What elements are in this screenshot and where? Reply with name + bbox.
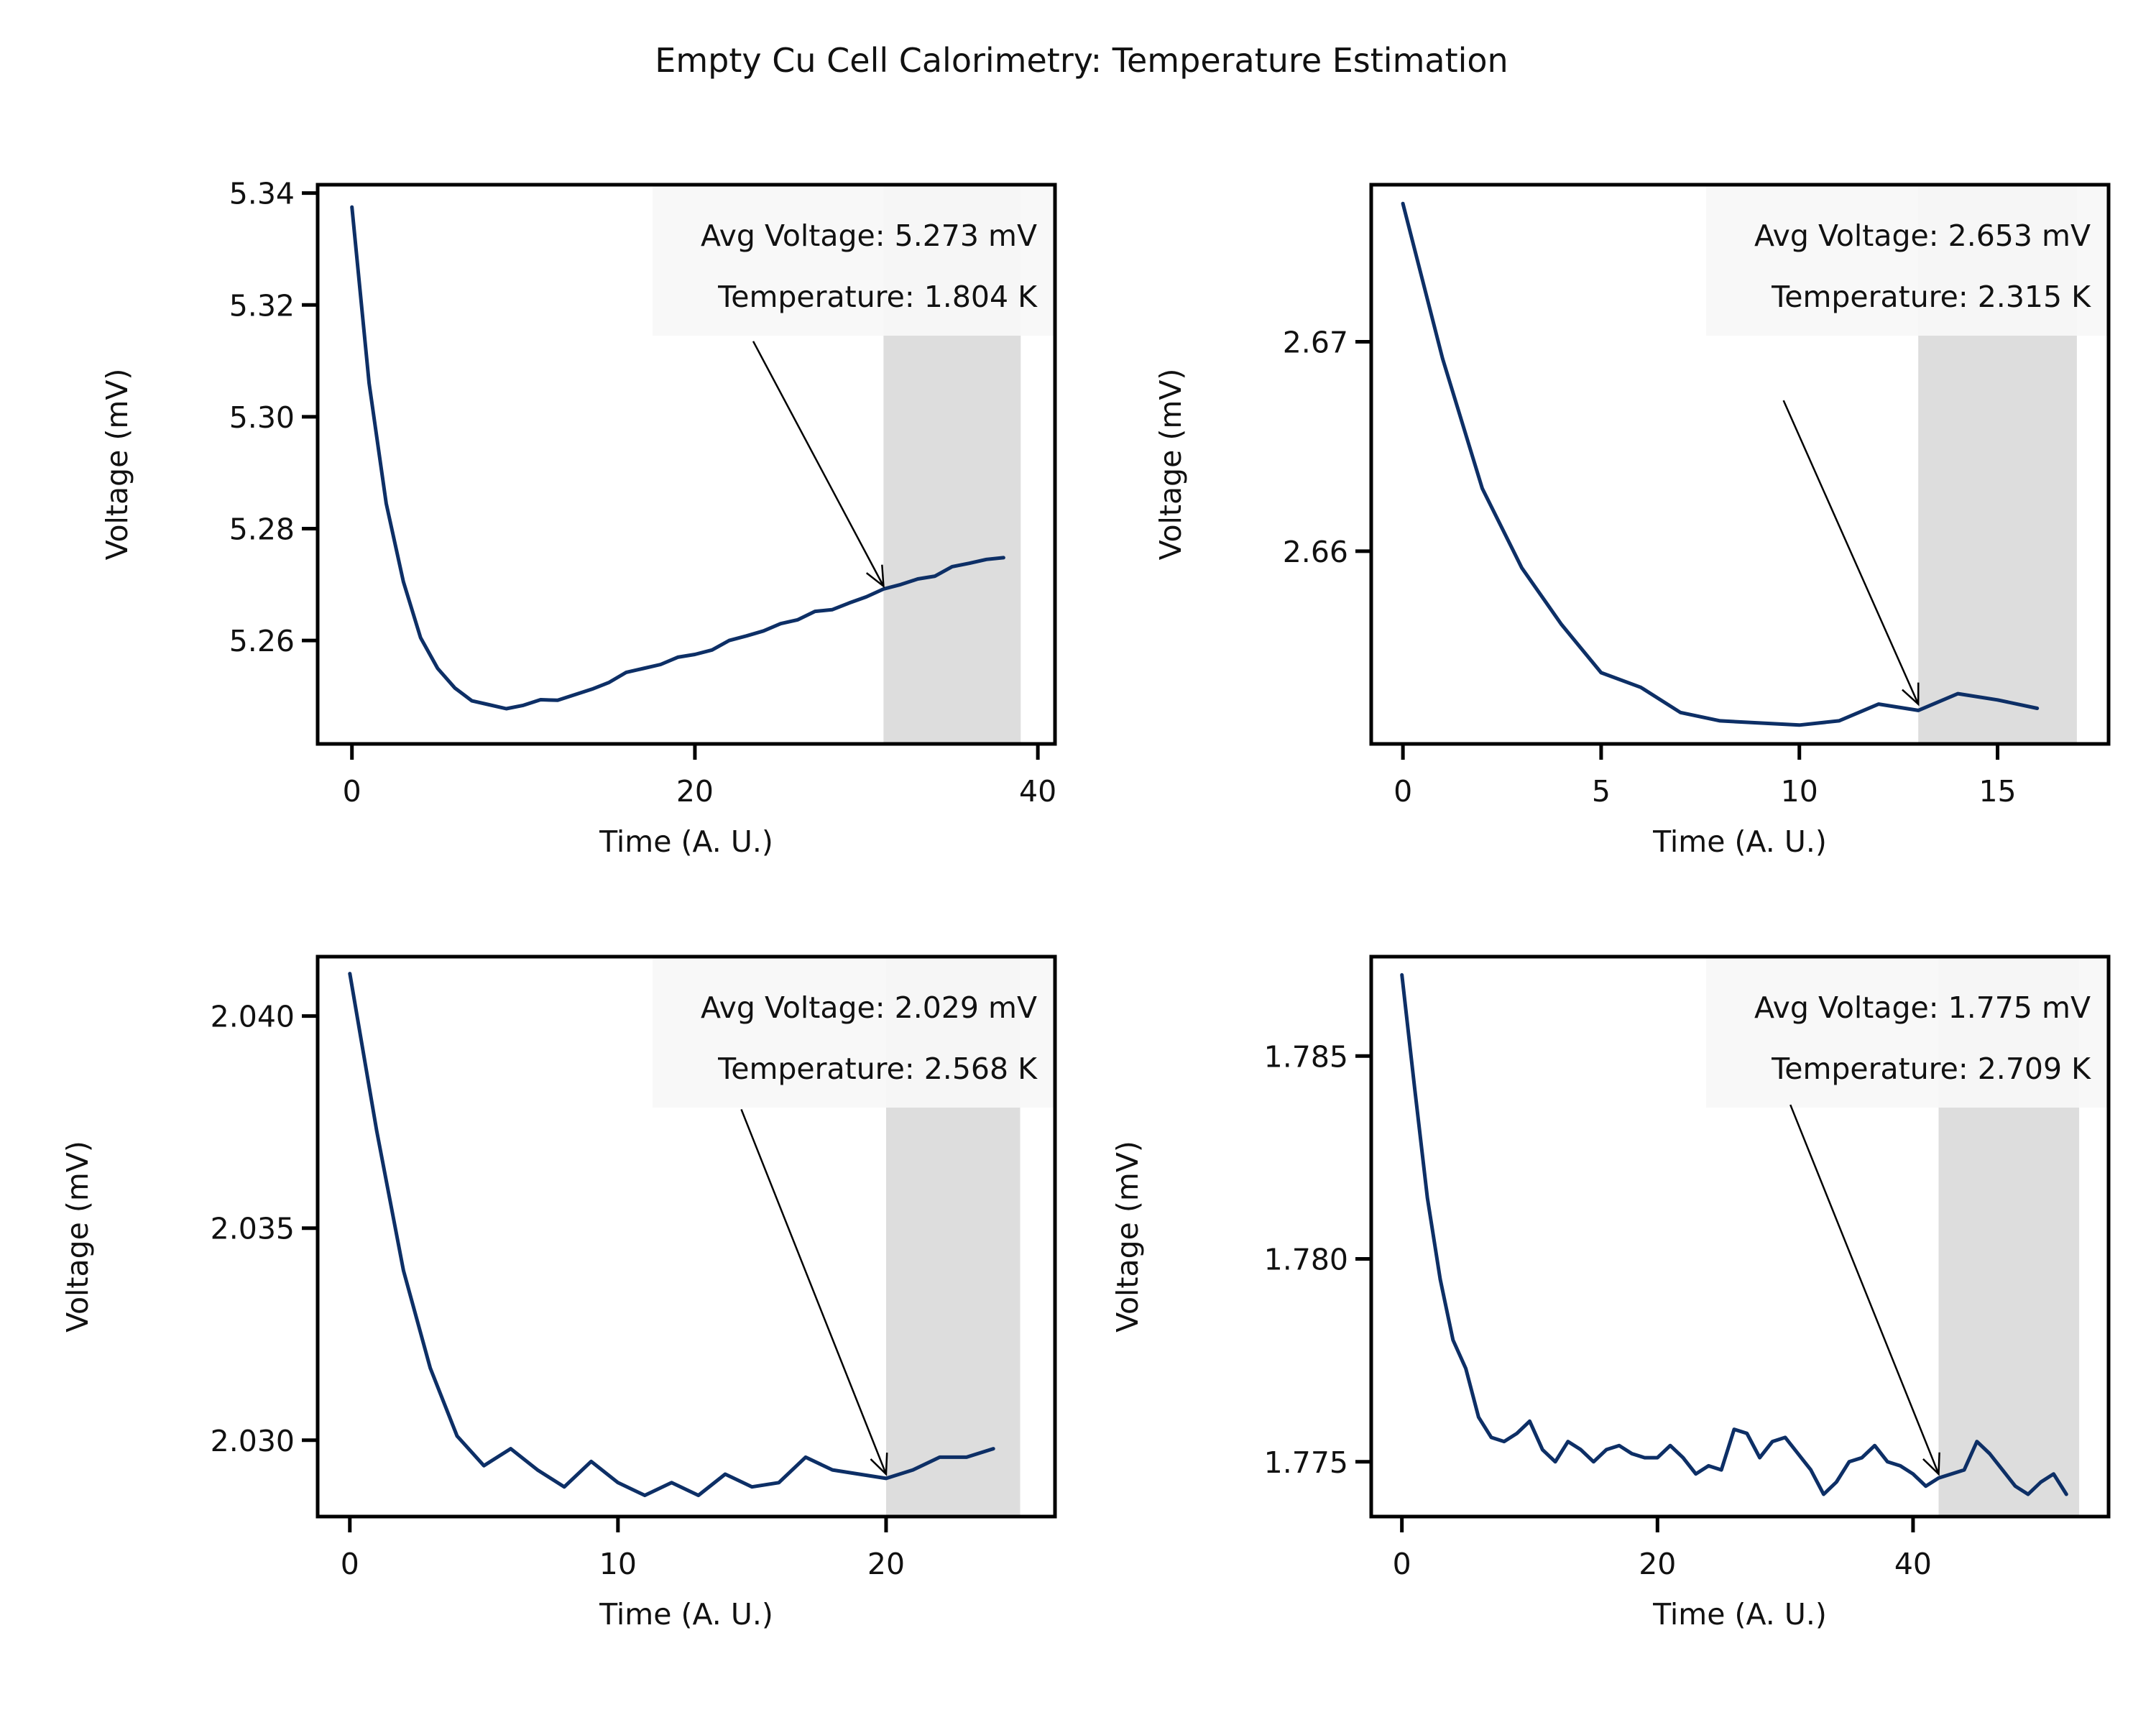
- chart-1-ytick-label: 5.26: [229, 624, 295, 658]
- chart-4-xtick-label: 20: [1639, 1547, 1676, 1581]
- chart-4-xtick-label: 0: [1393, 1547, 1411, 1581]
- chart-1-plot-area: [350, 185, 1055, 744]
- chart-4-ytick-label: 1.780: [1264, 1243, 1348, 1277]
- chart-3-axes: Avg Voltage: 2.029 mV Temperature: 2.568 …: [60, 954, 1057, 1632]
- chart-1-annotation-arrowhead: [865, 564, 885, 589]
- chart-2-annotation-box: [1706, 185, 2109, 336]
- chart-1-annotation-line2: Temperature: 1.804 K: [717, 280, 1038, 314]
- chart-1-ytick-label: 5.34: [229, 177, 295, 211]
- chart-3-annotation-line2: Temperature: 2.568 K: [717, 1052, 1038, 1086]
- chart-2-ytick-label: 2.67: [1283, 326, 1348, 360]
- chart-1-ytick-label: 5.30: [229, 400, 295, 435]
- chart-4-axes: Avg Voltage: 1.775 mV Temperature: 2.709 …: [1110, 954, 2111, 1632]
- chart-1-annotation-arrow: [752, 341, 885, 587]
- chart-3-annotation-arrowhead: [870, 1452, 888, 1476]
- chart-3-xlabel: Time (A. U.): [599, 1597, 773, 1632]
- chart-3-frame: [315, 954, 1057, 1519]
- chart-3-xtick-label: 20: [867, 1547, 905, 1581]
- chart-3-series-line: [348, 972, 995, 1497]
- chart-2-xtick-label: 10: [1781, 774, 1818, 809]
- chart-1-xlabel: Time (A. U.): [599, 824, 773, 859]
- chart-4-ytick-label: 1.775: [1264, 1445, 1348, 1480]
- chart-1-xtick-label: 0: [343, 774, 361, 809]
- chart-4-xlabel: Time (A. U.): [1652, 1597, 1827, 1632]
- chart-3-ytick-label: 2.030: [211, 1424, 295, 1458]
- chart-2-annotation-line2: Temperature: 2.315 K: [1771, 280, 2091, 314]
- chart-3-ylabel: Voltage (mV): [60, 1141, 95, 1333]
- chart-3-ytick-label: 2.035: [211, 1212, 295, 1246]
- chart-2-ylabel: Voltage (mV): [1153, 369, 1188, 561]
- chart-4-annotation-arrowhead: [1922, 1452, 1940, 1476]
- chart-1-annotation-box: [653, 185, 1055, 336]
- chart-4-annotation-arrow: [1789, 1104, 1940, 1475]
- chart-1-annotation-line1: Avg Voltage: 5.273 mV: [701, 218, 1037, 253]
- chart-4-plot-area: [1400, 957, 2109, 1517]
- chart-3-xtick-label: 0: [341, 1547, 359, 1581]
- chart-2-xtick-label: 15: [1978, 774, 2016, 809]
- chart-4-xtick-label: 40: [1894, 1547, 1932, 1581]
- chart-4-annotation-line1: Avg Voltage: 1.775 mV: [1754, 990, 2091, 1025]
- chart-2-ytick-label: 2.66: [1283, 535, 1348, 569]
- chart-3-annotation-arrow: [740, 1108, 888, 1475]
- chart-4-ylabel: Voltage (mV): [1110, 1141, 1145, 1333]
- chart-3-plot-area: [348, 957, 1055, 1517]
- chart-2-annotation-arrowhead: [1902, 682, 1920, 707]
- chart-1-ytick-label: 5.32: [229, 288, 295, 323]
- chart-2-frame: [1369, 183, 2111, 746]
- chart-3-annotation-line1: Avg Voltage: 2.029 mV: [701, 990, 1037, 1025]
- chart-3-annotation-box: [653, 957, 1055, 1108]
- chart-1-xtick-label: 20: [676, 774, 714, 809]
- figure-title: Empty Cu Cell Calorimetry: Temperature E…: [655, 41, 1508, 80]
- chart-4-series-line: [1400, 972, 2068, 1496]
- chart-1-ylabel: Voltage (mV): [100, 369, 134, 561]
- chart-2-series-line: [1401, 201, 2040, 727]
- chart-4-annotation-box: [1706, 957, 2109, 1108]
- chart-2-plot-area: [1401, 185, 2109, 744]
- chart-2-xtick-label: 5: [1592, 774, 1611, 809]
- chart-4-frame: [1369, 954, 2111, 1519]
- chart-3-xtick-label: 10: [599, 1547, 637, 1581]
- chart-2-xlabel: Time (A. U.): [1652, 824, 1827, 859]
- chart-2-xtick-label: 0: [1393, 774, 1412, 809]
- chart-1-axes: Avg Voltage: 5.273 mV Temperature: 1.804 …: [100, 177, 1057, 859]
- chart-1-frame: [315, 183, 1057, 746]
- chart-1-xtick-label: 40: [1019, 774, 1056, 809]
- chart-4-ytick-label: 1.785: [1264, 1039, 1348, 1074]
- chart-1-ytick-label: 5.28: [229, 512, 295, 546]
- chart-2-annotation-line1: Avg Voltage: 2.653 mV: [1754, 218, 2091, 253]
- chart-1-series-line: [350, 205, 1005, 711]
- chart-4-annotation-line2: Temperature: 2.709 K: [1771, 1052, 2091, 1086]
- chart-2-axes: Avg Voltage: 2.653 mV Temperature: 2.315 …: [1153, 183, 2111, 859]
- chart-3-ytick-label: 2.040: [211, 1000, 295, 1034]
- chart-2-annotation-arrow: [1782, 400, 1920, 705]
